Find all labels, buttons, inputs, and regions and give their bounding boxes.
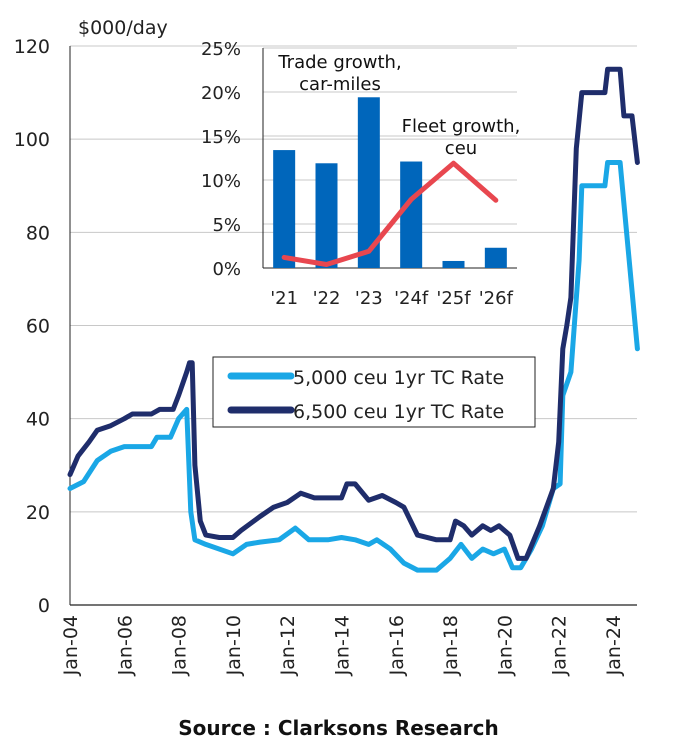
inset-y-tick-label: 15%: [201, 127, 241, 148]
x-tick-label: Jan-18: [440, 615, 462, 676]
y-tick-label: 80: [26, 222, 50, 244]
x-tick-label: Jan-14: [332, 615, 354, 676]
series-line-6500-ceu: [67, 66, 640, 561]
x-tick-label: Jan-22: [549, 615, 571, 676]
x-tick-label: Jan-08: [169, 615, 191, 676]
inset-label-trade-growth: car-miles: [299, 74, 381, 95]
main-axes: 0 20 40 60 80 100 120 Jan-04 Jan-06 Jan-08 Jan-10 J…: [14, 36, 637, 676]
x-tick-label: Jan-12: [277, 615, 299, 676]
inset-x-tick-label: '22: [313, 288, 341, 309]
x-tick-label: Jan-10: [223, 615, 245, 676]
x-tick-label: Jan-06: [114, 615, 136, 676]
inset-line-fleet-growth: [281, 160, 499, 267]
y-tick-label: 60: [26, 316, 50, 338]
inset-bar-trade-growth: [273, 150, 296, 268]
inset-x-tick-label: '25f: [436, 288, 471, 309]
inset-bar-trade-growth: [442, 260, 465, 268]
legend-box: [212, 356, 536, 428]
inset-label-trade-growth: Trade growth,: [277, 52, 401, 73]
y-tick-label: 40: [26, 409, 50, 431]
inset-bar-trade-growth: [484, 247, 507, 268]
inset-bar-trade-growth: [357, 97, 380, 268]
inset-label-fleet-growth: Fleet growth,: [402, 116, 521, 137]
y-tick-label: 100: [14, 129, 50, 151]
x-tick-label: Jan-24: [603, 615, 625, 676]
inset-y-tick-label: 0%: [212, 259, 241, 280]
inset-y-tick-label: 25%: [201, 39, 241, 60]
legend-label-6500: 6,500 ceu 1yr TC Rate: [293, 401, 504, 423]
x-tick-label: Jan-20: [494, 615, 516, 676]
inset-x-tick-label: '21: [270, 288, 298, 309]
inset-y-tick-label: 20%: [201, 83, 241, 104]
y-tick-label: 120: [14, 36, 50, 58]
y-axis-label: $000/day: [78, 17, 168, 39]
legend-label-5000: 5,000 ceu 1yr TC Rate: [293, 367, 504, 389]
x-tick-label: Jan-04: [60, 615, 82, 676]
inset-x-tick-label: '26f: [479, 288, 514, 309]
inset-y-tick-label: 10%: [201, 171, 241, 192]
series-line-5000-ceu: [67, 160, 640, 573]
inset-bar-trade-growth: [315, 163, 338, 268]
y-tick-label: 20: [26, 502, 50, 524]
inset-chart: 0% 5% 10% 15% 20% 25% '21 '22 '23 '24f '25f '26f Tra…: [201, 39, 520, 309]
inset-label-fleet-growth: ceu: [445, 138, 477, 159]
main-series: [67, 66, 640, 573]
inset-x-tick-label: '24f: [394, 288, 429, 309]
inset-bar-trade-growth: [400, 161, 423, 268]
x-tick-label: Jan-16: [386, 615, 408, 676]
source-note: Source : Clarksons Research: [178, 716, 499, 740]
legend: 5,000 ceu 1yr TC Rate 6,500 ceu 1yr TC R…: [212, 356, 536, 428]
inset-y-tick-label: 5%: [212, 215, 241, 236]
inset-x-tick-label: '23: [355, 288, 383, 309]
y-tick-label: 0: [38, 595, 50, 617]
